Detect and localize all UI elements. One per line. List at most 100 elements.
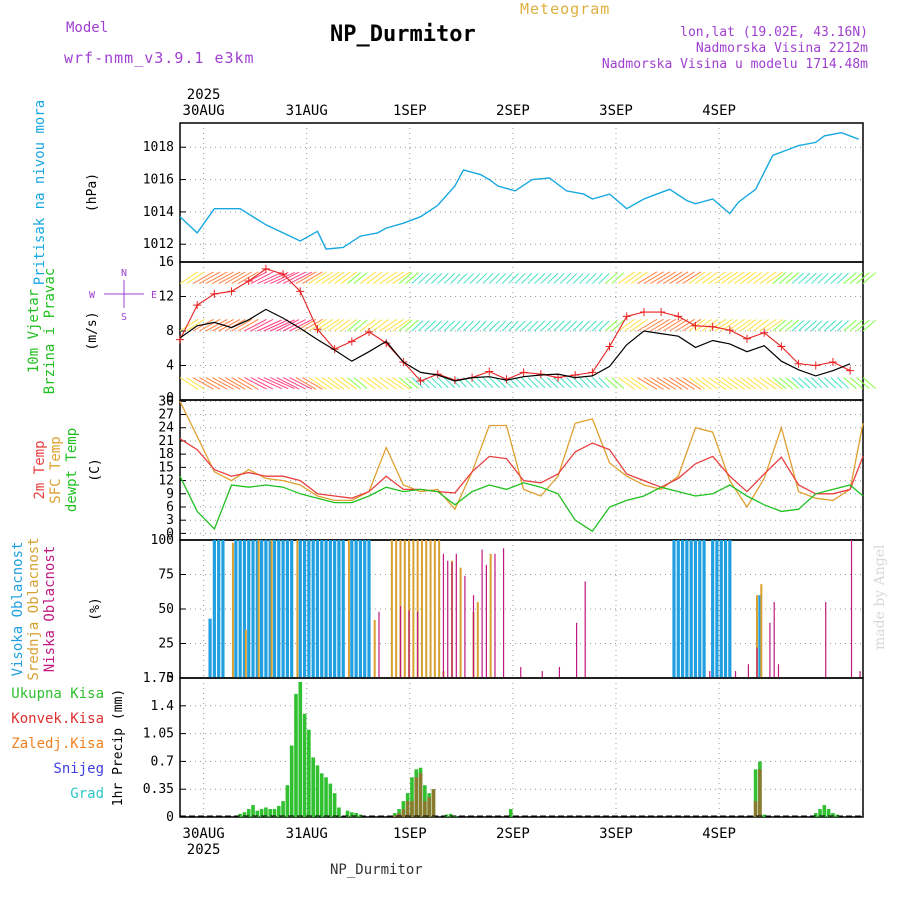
mid-cloud-bars-bar: [347, 540, 350, 678]
model-altitude-label: Nadmorska Visina u modelu 1714.48m: [601, 57, 868, 72]
wind-barb: [746, 377, 763, 390]
wind-barb: [302, 377, 323, 390]
high-cloud-bars-bar: [290, 540, 294, 678]
wind-barb: [617, 271, 636, 284]
high-cloud-bars-bar: [358, 540, 363, 678]
high-cloud-bars-bar: [367, 540, 371, 678]
temperature-unit-line-0: (C): [88, 458, 103, 481]
wind-barb: [270, 271, 295, 285]
wind-barb: [321, 377, 340, 390]
low-cloud-bars-bar: [773, 602, 775, 678]
dewpoint-line: [179, 475, 864, 533]
low-cloud-bars-bar: [378, 611, 380, 678]
low-cloud-bars-bar: [558, 666, 561, 678]
cloud-ylabel-line-2: Niska Oblacnost: [42, 546, 58, 672]
temperature-ytick-label-0: 0: [166, 526, 174, 541]
wind-barb: [714, 318, 733, 332]
bottom-date-label-0: 30AUG: [183, 826, 225, 842]
wind-barb: [495, 377, 507, 388]
wind-barb: [830, 320, 843, 332]
wind-barb: [218, 377, 241, 390]
wind-barb: [836, 377, 849, 389]
mid-cloud-bars-bar: [420, 540, 423, 678]
precip-total-bars-bar: [289, 745, 294, 817]
precip-ytick-label-2: 0.7: [151, 754, 174, 769]
wind-barb: [521, 320, 533, 332]
high-cloud-bars-bar: [728, 540, 732, 678]
wind-barb: [443, 320, 456, 332]
precip-total-bars-bar: [345, 810, 350, 817]
precip-total-bars-bar: [294, 693, 298, 817]
low-cloud-bars-bar: [584, 581, 586, 678]
wind-barb: [553, 320, 565, 332]
wind-ytick-label-2: 12: [158, 290, 174, 305]
wind-barb: [392, 318, 411, 332]
wind-barb: [759, 377, 777, 390]
temperature-ytick-label-1: 3: [166, 513, 174, 528]
wind-barb: [482, 377, 494, 388]
wind-barb: [830, 272, 843, 284]
wind-barb: [830, 377, 843, 389]
bottom-date-label-5: 4SEP: [702, 826, 736, 842]
wind-barb: [385, 318, 404, 332]
temperature-ytick-label-6: 18: [158, 447, 174, 462]
mid-cloud-bars-bar: [403, 540, 406, 678]
low-cloud-bars-bar: [485, 564, 487, 678]
wind-ytick-label-0: 4: [166, 359, 174, 374]
pressure-unit-line-0: (hPa): [85, 173, 100, 212]
wind-barb: [501, 320, 513, 332]
wind-barb: [675, 377, 695, 390]
wind-barb: [302, 271, 323, 284]
wind-barb: [456, 273, 467, 284]
wind-barb: [611, 319, 625, 332]
wind-barb: [534, 273, 546, 284]
wind-barb: [592, 377, 604, 389]
mid-cloud-bars-bar: [395, 540, 398, 678]
high-cloud-bars-bar: [354, 540, 358, 678]
mid-cloud-bars-bar: [390, 540, 393, 678]
wind-barb: [250, 319, 274, 332]
wind-barb: [192, 271, 214, 284]
wind-barb: [572, 320, 584, 332]
wind-barb: [418, 320, 430, 332]
wind-barb: [373, 271, 389, 284]
wind-ytick-label-3: 16: [158, 255, 174, 270]
precip-total-bars-bar: [508, 809, 513, 817]
wind-barb: [682, 271, 702, 284]
mid-cloud-bars-bar: [425, 540, 428, 678]
wind-barb: [849, 272, 864, 284]
low-cloud-bars-bar: [575, 622, 578, 678]
low-cloud-bars-bar: [442, 553, 445, 678]
precip-total-bars-bar: [319, 773, 324, 817]
sfc-temp-line: [179, 401, 864, 511]
high-cloud-bars-bar: [260, 540, 264, 678]
wind-barb: [379, 271, 398, 284]
wind-barb: [604, 319, 618, 332]
wind-barb: [334, 319, 351, 332]
wind-barb: [373, 319, 389, 332]
wind-barb: [398, 319, 413, 332]
wind-barb: [546, 377, 559, 389]
wind-barb: [856, 272, 870, 284]
temperature-ylabel-line-2: dewpt Temp: [64, 428, 80, 512]
wind-barb: [424, 320, 437, 332]
high-cloud-bars-bar: [719, 540, 723, 678]
wind-barb: [218, 271, 241, 285]
mid-cloud-bars-bar: [433, 540, 436, 678]
gust-line: [179, 268, 851, 382]
wind-barb: [469, 320, 481, 332]
wind-barb: [791, 320, 804, 332]
precip-total-bars-bar: [332, 793, 337, 817]
wind-barb: [720, 377, 739, 390]
high-cloud-bars-bar: [277, 540, 281, 678]
precip-total-bars-bar: [311, 757, 315, 817]
wind-barb: [785, 319, 800, 332]
wind-barb: [237, 318, 259, 332]
precip-frame: [179, 677, 864, 818]
precip-total-bars-bar: [831, 813, 835, 817]
low-cloud-bars-bar: [520, 666, 522, 678]
low-cloud-bars-bar: [464, 575, 466, 678]
temperature-ytick-label-4: 12: [158, 474, 174, 489]
wind-speed-line: [179, 308, 851, 382]
wind-barb: [211, 271, 234, 285]
